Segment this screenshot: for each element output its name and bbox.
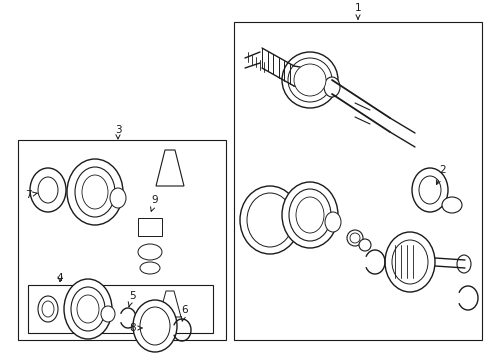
Bar: [18, 140, 225, 340]
Ellipse shape: [140, 307, 170, 345]
Bar: [234, 22, 481, 340]
Ellipse shape: [38, 177, 58, 203]
Text: 6: 6: [181, 305, 188, 321]
Ellipse shape: [384, 232, 434, 292]
Polygon shape: [159, 291, 181, 317]
Ellipse shape: [358, 239, 370, 251]
Ellipse shape: [77, 295, 99, 323]
Text: 9: 9: [150, 195, 158, 211]
Ellipse shape: [325, 212, 340, 232]
Ellipse shape: [101, 306, 115, 322]
Ellipse shape: [110, 188, 126, 208]
Bar: [138, 218, 162, 236]
Ellipse shape: [138, 244, 162, 260]
Bar: [28, 285, 213, 333]
Ellipse shape: [441, 197, 461, 213]
Ellipse shape: [38, 296, 58, 322]
Ellipse shape: [140, 262, 160, 274]
Ellipse shape: [240, 186, 299, 254]
Ellipse shape: [346, 230, 362, 246]
Ellipse shape: [246, 193, 292, 247]
Ellipse shape: [391, 240, 427, 284]
Text: 8: 8: [129, 323, 142, 333]
Text: 1: 1: [354, 3, 361, 19]
Ellipse shape: [324, 77, 339, 97]
Ellipse shape: [293, 64, 325, 96]
Ellipse shape: [64, 279, 112, 339]
Ellipse shape: [30, 168, 66, 212]
Ellipse shape: [295, 197, 324, 233]
Ellipse shape: [133, 300, 177, 352]
Ellipse shape: [411, 168, 447, 212]
Ellipse shape: [82, 175, 108, 209]
Ellipse shape: [456, 255, 470, 273]
Ellipse shape: [282, 182, 337, 248]
Text: 4: 4: [57, 273, 63, 283]
Ellipse shape: [349, 233, 359, 243]
Text: 2: 2: [435, 165, 446, 184]
Ellipse shape: [418, 176, 440, 204]
Text: 7: 7: [24, 190, 37, 200]
Text: 5: 5: [128, 291, 135, 307]
Ellipse shape: [288, 189, 330, 241]
Text: 3: 3: [115, 125, 121, 139]
Ellipse shape: [67, 159, 123, 225]
Ellipse shape: [75, 167, 115, 217]
Polygon shape: [156, 150, 183, 186]
Ellipse shape: [71, 287, 105, 331]
Ellipse shape: [282, 52, 337, 108]
Ellipse shape: [42, 301, 54, 317]
Ellipse shape: [287, 58, 331, 102]
